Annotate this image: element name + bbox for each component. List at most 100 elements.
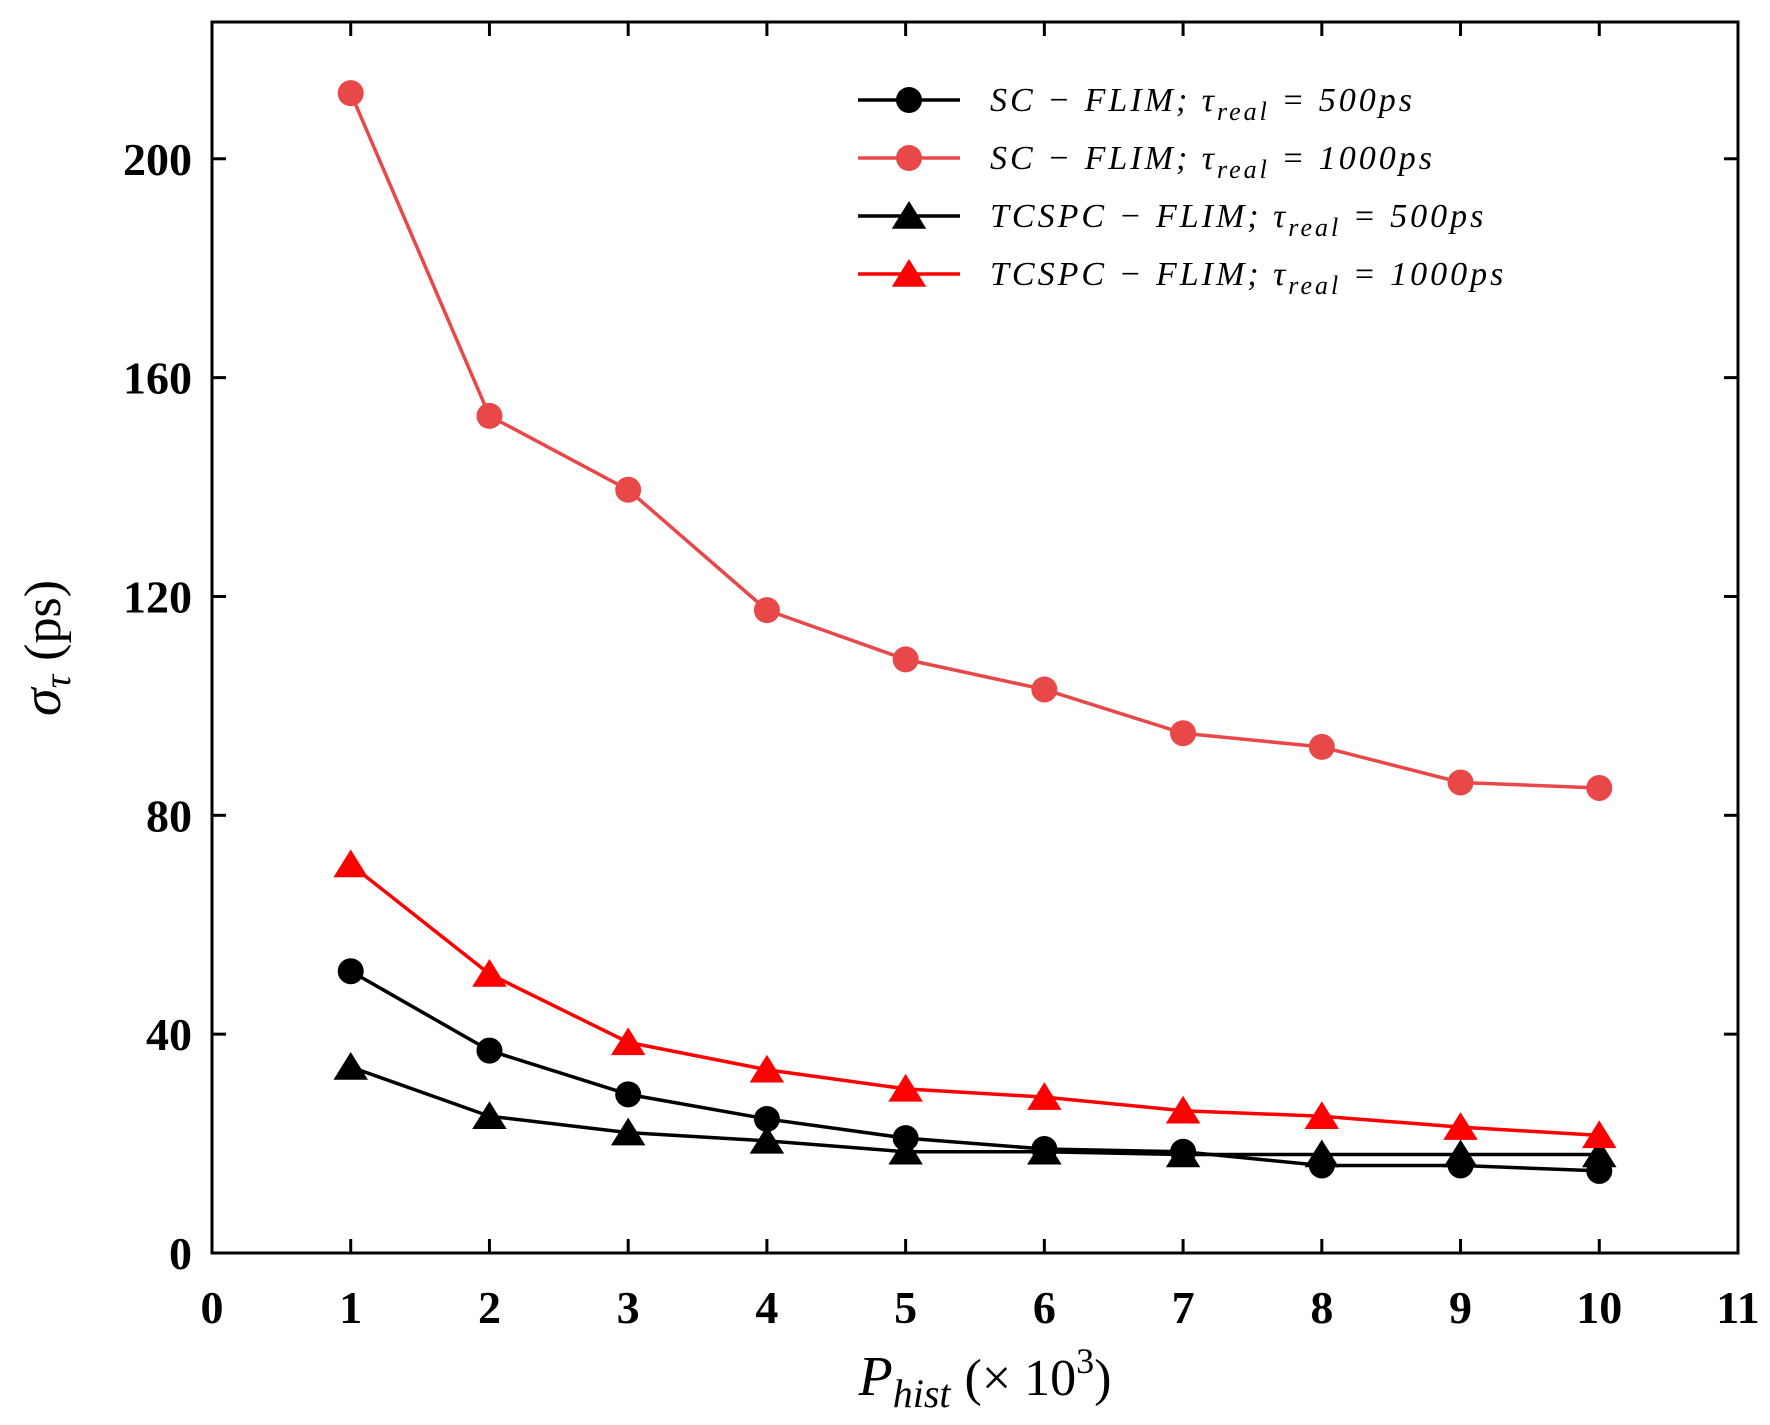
series-2 [337,80,1613,801]
data-point [472,958,507,987]
series-line [349,969,1600,1173]
data-point [333,1051,368,1080]
data-point [1165,1139,1201,1168]
data-point [749,1054,785,1083]
x-tick-label: 10 [1576,1282,1622,1333]
legend-label: SC − FLIM; τreal = 500ps [990,82,1415,126]
data-point [472,1101,507,1129]
data-point [1304,1139,1340,1168]
legend-marker [896,145,922,171]
data-point [1165,1095,1201,1124]
x-axis-title: Phist (× 103) [858,1341,1112,1416]
data-point [615,476,642,503]
data-point [476,1037,503,1064]
legend-label-rest: = 500ps [1341,198,1486,235]
data-point [1304,1101,1340,1129]
data-point [1308,733,1335,760]
series-3 [333,1051,1617,1168]
legend-label: SC − FLIM; τreal = 1000ps [990,140,1435,184]
data-point [1027,1136,1062,1165]
data-point [610,1117,646,1146]
x-tick-label: 0 [201,1282,224,1333]
legend-label-main: SC − FLIM; τ [990,82,1217,119]
data-point [337,958,364,985]
x-axis-title-rest: (× 10 [965,1350,1077,1407]
legend-label-main: TCSPC − FLIM; τ [990,256,1288,293]
legend-marker [896,87,922,113]
y-axis-title-sub: τ [37,673,79,688]
data-point [888,1073,923,1102]
data-point [888,1136,923,1165]
x-axis-title-sub: hist [893,1371,952,1416]
data-point [1447,769,1474,796]
legend-label-sub: real [1217,155,1270,184]
data-point [753,597,780,624]
data-point [1443,1112,1478,1140]
series-4 [333,849,1617,1149]
x-axis-title-close: ) [1094,1350,1111,1407]
data-point [610,1027,646,1056]
data-point [333,849,368,878]
data-point [1027,1082,1062,1110]
legend-entry-3: TCSPC − FLIM; τreal = 500ps [858,198,1486,242]
legend-label: TCSPC − FLIM; τreal = 500ps [990,198,1486,242]
y-axis-title-rest: (ps) [15,580,72,661]
x-tick-label: 4 [755,1282,778,1333]
legend-label: TCSPC − FLIM; τreal = 1000ps [990,256,1506,300]
data-point [1582,1120,1617,1149]
x-tick-label: 5 [894,1282,917,1333]
data-point [1586,774,1613,801]
legend-label-sub: real [1288,271,1341,300]
y-tick-label: 160 [123,353,192,404]
series-line [349,863,1600,1138]
legend-label-sub: real [1217,97,1270,126]
y-axis-title: στ (ps) [11,580,79,716]
y-axis-title-main: σ [11,686,73,716]
plot-frame [210,20,1740,1255]
data-point [1031,676,1058,703]
legend-label-sub: real [1288,213,1341,242]
data-point [337,80,364,107]
data-point [1443,1139,1478,1168]
x-axis-title-main: P [858,1346,893,1408]
legend-entry-4: TCSPC − FLIM; τreal = 1000ps [858,256,1506,300]
x-tick-label: 11 [1716,1282,1759,1333]
legend-marker [891,201,927,229]
x-tick-label: 9 [1449,1282,1472,1333]
data-point [476,402,503,429]
y-tick-label: 40 [146,1009,192,1060]
x-tick-label: 1 [339,1282,362,1333]
x-tick-label: 6 [1033,1282,1056,1333]
axes [210,20,1740,1255]
legend-label-rest: = 1000ps [1341,256,1506,293]
x-tick-label: 8 [1310,1282,1333,1333]
y-tick-label: 0 [169,1228,192,1279]
series-layer [333,80,1617,1184]
legend-label-rest: = 500ps [1270,82,1415,119]
y-tick-label: 120 [123,571,192,622]
data-point [1582,1139,1617,1168]
ticks: 0 1 2 3 4 5 6 7 8 9 10 11 0 40 80 120 160 200 [123,22,1760,1333]
data-point [749,1125,785,1154]
legend-label-main: SC − FLIM; τ [990,140,1217,177]
series-line [350,1065,1600,1157]
legend-label-rest: = 1000ps [1270,140,1435,177]
data-point [615,1081,642,1108]
legend-entry-1: SC − FLIM; τreal = 500ps [858,82,1415,126]
legend-label-main: TCSPC − FLIM; τ [990,198,1288,235]
x-axis-title-sup: 3 [1076,1341,1094,1381]
data-point [892,646,919,673]
y-tick-label: 200 [123,134,192,185]
legend-marker [891,259,927,287]
x-tick-label: 3 [617,1282,640,1333]
y-tick-label: 80 [146,790,192,841]
legend-entry-2: SC − FLIM; τreal = 1000ps [858,140,1435,184]
data-point [753,1105,780,1132]
data-point [1170,720,1197,747]
series-line [349,92,1600,790]
x-tick-label: 2 [478,1282,501,1333]
x-tick-label: 7 [1172,1282,1195,1333]
